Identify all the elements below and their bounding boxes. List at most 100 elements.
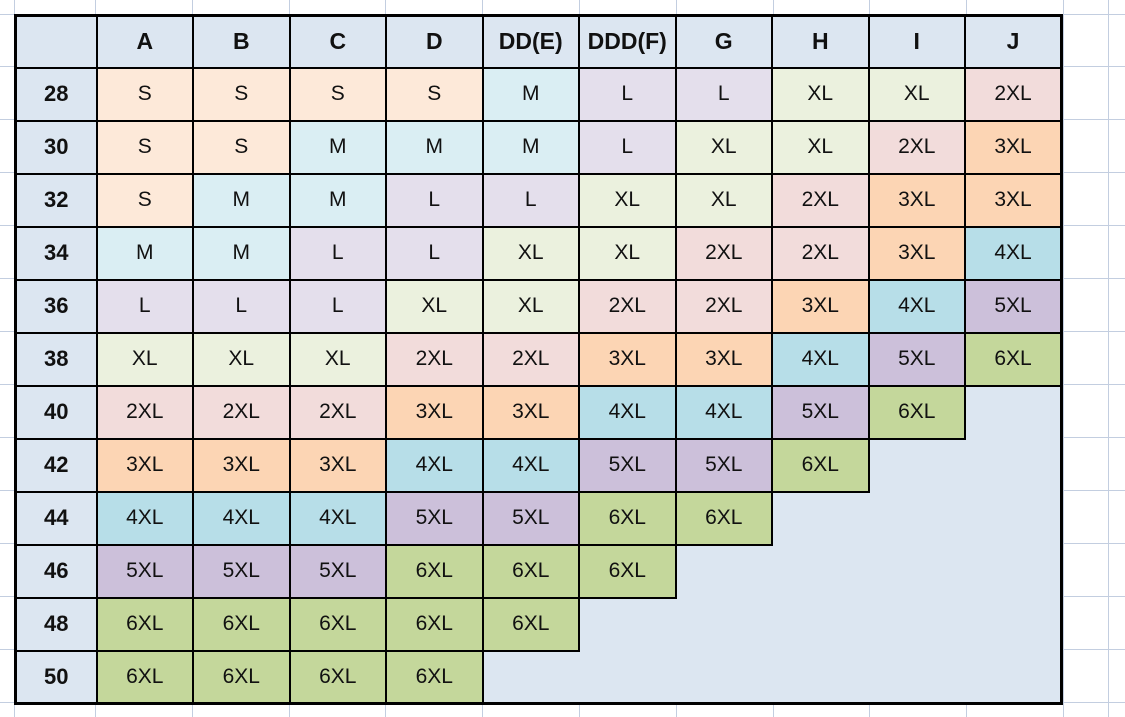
size-cell[interactable]: 6XL: [481, 596, 580, 652]
size-cell[interactable]: 5XL: [964, 278, 1063, 334]
size-cell[interactable]: 6XL: [674, 490, 773, 546]
size-cell[interactable]: 6XL: [578, 490, 677, 546]
size-cell[interactable]: XL: [288, 331, 387, 387]
size-cell[interactable]: L: [385, 225, 484, 281]
size-cell[interactable]: 6XL: [95, 649, 194, 705]
empty-cell[interactable]: [869, 651, 966, 704]
row-label-40[interactable]: 40: [14, 384, 98, 440]
size-cell[interactable]: XL: [481, 225, 580, 281]
size-cell[interactable]: M: [288, 119, 387, 175]
size-cell[interactable]: 5XL: [674, 437, 773, 493]
row-label-28[interactable]: 28: [14, 66, 98, 122]
row-label-48[interactable]: 48: [14, 596, 98, 652]
size-cell[interactable]: S: [95, 119, 194, 175]
size-cell[interactable]: 4XL: [192, 490, 291, 546]
empty-cell[interactable]: [869, 598, 966, 651]
corner-cell[interactable]: [14, 14, 98, 69]
size-cell[interactable]: L: [385, 172, 484, 228]
empty-cell[interactable]: [965, 651, 1062, 704]
size-cell[interactable]: 2XL: [964, 66, 1063, 122]
size-cell[interactable]: M: [288, 172, 387, 228]
size-cell[interactable]: 3XL: [964, 119, 1063, 175]
size-cell[interactable]: 4XL: [578, 384, 677, 440]
size-cell[interactable]: 5XL: [385, 490, 484, 546]
size-cell[interactable]: S: [192, 119, 291, 175]
size-cell[interactable]: 5XL: [867, 331, 966, 387]
size-cell[interactable]: L: [481, 172, 580, 228]
size-cell[interactable]: XL: [95, 331, 194, 387]
size-cell[interactable]: 4XL: [771, 331, 870, 387]
size-cell[interactable]: S: [288, 66, 387, 122]
column-header-dde[interactable]: DD(E): [481, 14, 580, 69]
column-header-i[interactable]: I: [867, 14, 966, 69]
size-cell[interactable]: 5XL: [95, 543, 194, 599]
size-cell[interactable]: L: [578, 119, 677, 175]
size-cell[interactable]: 6XL: [288, 596, 387, 652]
empty-cell[interactable]: [676, 598, 773, 651]
empty-cell[interactable]: [676, 545, 773, 598]
size-cell[interactable]: S: [385, 66, 484, 122]
empty-cell[interactable]: [965, 492, 1062, 545]
empty-cell[interactable]: [579, 651, 676, 704]
size-cell[interactable]: L: [192, 278, 291, 334]
size-cell[interactable]: 3XL: [867, 172, 966, 228]
size-cell[interactable]: XL: [674, 119, 773, 175]
size-cell[interactable]: 2XL: [771, 172, 870, 228]
size-cell[interactable]: M: [481, 119, 580, 175]
size-cell[interactable]: 4XL: [867, 278, 966, 334]
size-cell[interactable]: 5XL: [578, 437, 677, 493]
empty-cell[interactable]: [772, 598, 869, 651]
size-cell[interactable]: 6XL: [385, 649, 484, 705]
size-cell[interactable]: 6XL: [385, 543, 484, 599]
size-cell[interactable]: 5XL: [192, 543, 291, 599]
size-cell[interactable]: M: [192, 225, 291, 281]
empty-cell[interactable]: [965, 545, 1062, 598]
size-cell[interactable]: 2XL: [95, 384, 194, 440]
size-cell[interactable]: 3XL: [385, 384, 484, 440]
size-cell[interactable]: 3XL: [771, 278, 870, 334]
size-cell[interactable]: XL: [578, 172, 677, 228]
size-cell[interactable]: 4XL: [385, 437, 484, 493]
size-cell[interactable]: L: [578, 66, 677, 122]
size-cell[interactable]: S: [95, 172, 194, 228]
size-cell[interactable]: 2XL: [481, 331, 580, 387]
column-header-d[interactable]: D: [385, 14, 484, 69]
row-label-42[interactable]: 42: [14, 437, 98, 493]
size-cell[interactable]: 3XL: [481, 384, 580, 440]
size-cell[interactable]: L: [288, 278, 387, 334]
size-cell[interactable]: 3XL: [674, 331, 773, 387]
size-cell[interactable]: 3XL: [192, 437, 291, 493]
size-cell[interactable]: 5XL: [481, 490, 580, 546]
size-cell[interactable]: XL: [578, 225, 677, 281]
size-cell[interactable]: XL: [771, 119, 870, 175]
row-label-36[interactable]: 36: [14, 278, 98, 334]
size-cell[interactable]: L: [288, 225, 387, 281]
row-label-50[interactable]: 50: [14, 649, 98, 705]
size-cell[interactable]: 6XL: [288, 649, 387, 705]
column-header-a[interactable]: A: [95, 14, 194, 69]
row-label-46[interactable]: 46: [14, 543, 98, 599]
size-cell[interactable]: 6XL: [578, 543, 677, 599]
empty-cell[interactable]: [869, 492, 966, 545]
empty-cell[interactable]: [772, 545, 869, 598]
size-cell[interactable]: 2XL: [771, 225, 870, 281]
row-label-34[interactable]: 34: [14, 225, 98, 281]
empty-cell[interactable]: [869, 545, 966, 598]
size-cell[interactable]: 6XL: [192, 596, 291, 652]
size-cell[interactable]: 2XL: [288, 384, 387, 440]
empty-cell[interactable]: [483, 651, 580, 704]
row-label-44[interactable]: 44: [14, 490, 98, 546]
size-cell[interactable]: 2XL: [578, 278, 677, 334]
size-cell[interactable]: 6XL: [964, 331, 1063, 387]
empty-cell[interactable]: [772, 492, 869, 545]
size-cell[interactable]: 6XL: [192, 649, 291, 705]
column-header-c[interactable]: C: [288, 14, 387, 69]
size-cell[interactable]: 3XL: [867, 225, 966, 281]
size-cell[interactable]: 2XL: [674, 278, 773, 334]
size-cell[interactable]: XL: [192, 331, 291, 387]
size-cell[interactable]: 6XL: [385, 596, 484, 652]
size-cell[interactable]: 4XL: [964, 225, 1063, 281]
size-cell[interactable]: M: [192, 172, 291, 228]
column-header-g[interactable]: G: [674, 14, 773, 69]
size-cell[interactable]: XL: [674, 172, 773, 228]
